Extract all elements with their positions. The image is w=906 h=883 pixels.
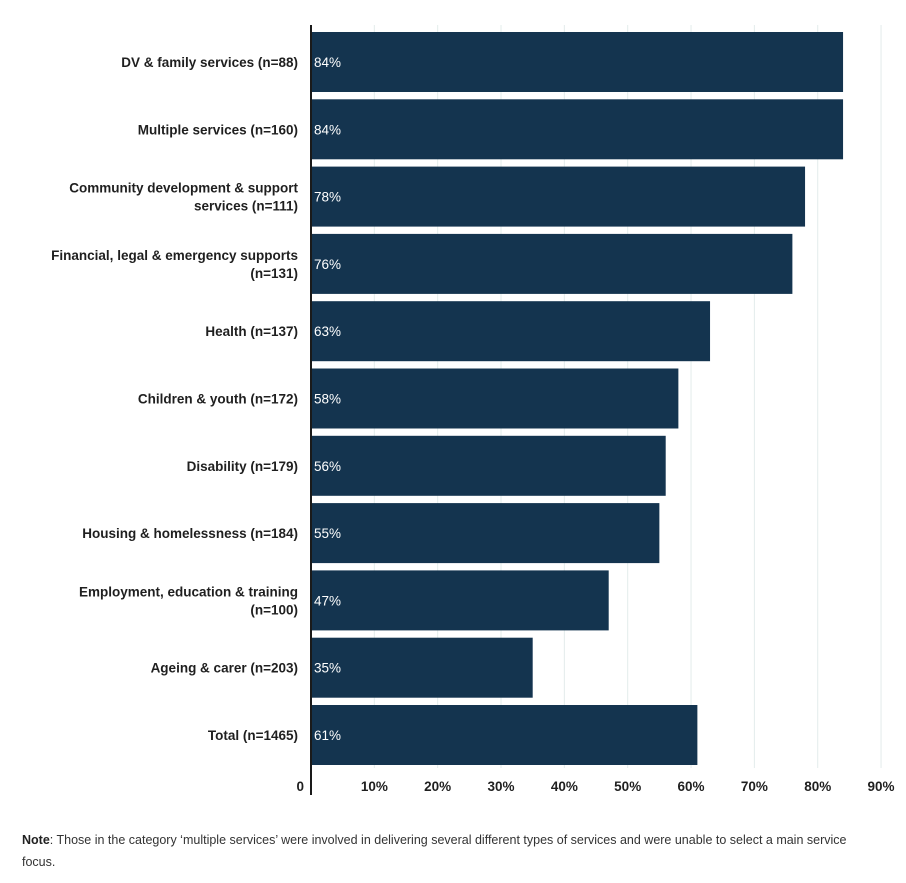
category-label: DV & family services (n=88)	[121, 55, 298, 70]
bar-value-label: 63%	[314, 324, 341, 339]
bar-value-label: 55%	[314, 526, 341, 541]
chart-note: Note: Those in the category ‘multiple se…	[22, 829, 872, 873]
bar-value-label: 58%	[314, 392, 341, 407]
x-tick-label: 20%	[424, 779, 451, 794]
bar	[311, 32, 844, 92]
category-label: Employment, education & training	[79, 584, 298, 599]
bar	[311, 99, 844, 160]
x-tick-label: 70%	[741, 779, 768, 794]
category-label: Multiple services (n=160)	[138, 122, 298, 137]
note-text: : Those in the category ‘multiple servic…	[22, 833, 847, 869]
x-tick-label: 40%	[551, 779, 578, 794]
x-tick-label: 90%	[868, 779, 895, 794]
bar	[311, 301, 711, 362]
category-label: Health (n=137)	[205, 324, 298, 339]
x-tick-label: 80%	[804, 779, 831, 794]
category-label: Financial, legal & emergency supports	[51, 248, 298, 263]
category-label: Ageing & carer (n=203)	[151, 661, 298, 676]
x-tick-label: 0	[296, 779, 304, 794]
bar-value-label: 56%	[314, 459, 341, 474]
category-label: Children & youth (n=172)	[138, 392, 298, 407]
category-label: Total (n=1465)	[208, 728, 298, 743]
bar	[311, 368, 679, 429]
bar-chart: 84% 84% 78% 76% 63% 58% 56% 55% 47% 35% 61% DV & f…	[51, 25, 895, 795]
category-labels: DV & family services (n=88) Multiple serv…	[51, 55, 298, 743]
bar	[311, 233, 793, 294]
category-label: (n=100)	[250, 602, 298, 617]
bar	[311, 435, 666, 496]
x-axis-tick-labels: 0 10% 20% 30% 40% 50% 60% 70% 80% 90%	[296, 779, 894, 794]
bar-value-label: 78%	[314, 190, 341, 205]
bar-value-label: 84%	[314, 55, 341, 70]
category-label: Housing & homelessness (n=184)	[82, 526, 298, 541]
bar-value-label: 61%	[314, 728, 341, 743]
x-tick-label: 60%	[678, 779, 705, 794]
x-tick-label: 30%	[488, 779, 515, 794]
bar-value-label: 35%	[314, 661, 341, 676]
category-label: (n=131)	[250, 266, 298, 281]
category-label: Community development & support	[69, 181, 298, 196]
bar-value-label: 76%	[314, 257, 341, 272]
bar	[311, 570, 609, 631]
bar-value-label: 47%	[314, 593, 341, 608]
bar	[311, 166, 806, 227]
note-label: Note	[22, 833, 50, 847]
bar-value-label: 84%	[314, 122, 341, 137]
x-tick-label: 10%	[361, 779, 388, 794]
bar	[311, 705, 698, 765]
bar	[311, 503, 660, 564]
category-label: services (n=111)	[194, 199, 298, 214]
bars: 84% 84% 78% 76% 63% 58% 56% 55% 47% 35% 61%	[311, 32, 844, 765]
category-label: Disability (n=179)	[187, 459, 298, 474]
bar	[311, 637, 533, 698]
x-tick-label: 50%	[614, 779, 641, 794]
